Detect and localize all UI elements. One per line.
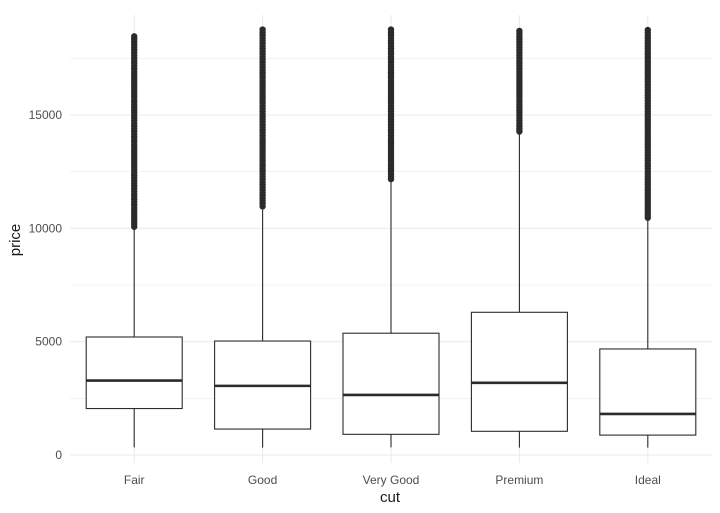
outlier-point (131, 33, 138, 40)
y-tick-label: 0 (55, 448, 62, 462)
box-good (214, 26, 312, 448)
x-axis-title: cut (380, 489, 401, 506)
iqr-box (85, 336, 183, 410)
outlier-points (387, 26, 395, 183)
y-tick-label: 15000 (29, 108, 63, 122)
box-series (85, 26, 697, 448)
x-tick-label: Premium (495, 473, 543, 487)
x-tick-label: Ideal (635, 473, 661, 487)
outlier-points (131, 33, 138, 230)
y-tick-label: 10000 (29, 221, 63, 235)
iqr-box (470, 311, 568, 432)
iqr-box (599, 348, 697, 436)
x-tick-label: Very Good (363, 473, 420, 487)
outlier-points (259, 26, 266, 210)
box-ideal (599, 26, 697, 448)
outlier-point (259, 26, 266, 33)
y-axis-title: price (7, 224, 24, 257)
y-axis-ticks: 0 5000 10000 15000 (29, 108, 63, 462)
y-tick-label: 5000 (35, 335, 62, 349)
iqr-box (342, 332, 440, 435)
outlier-points (644, 26, 651, 221)
x-tick-label: Fair (124, 473, 145, 487)
x-axis-ticks: Fair Good Very Good Premium Ideal (124, 473, 661, 487)
box-premium (470, 27, 568, 448)
outlier-point (644, 26, 651, 34)
outlier-point (387, 26, 395, 33)
x-tick-label: Good (248, 473, 277, 487)
box-very-good (342, 26, 440, 448)
outlier-point (516, 27, 523, 35)
box-fair (85, 33, 183, 448)
outlier-points (516, 27, 523, 135)
